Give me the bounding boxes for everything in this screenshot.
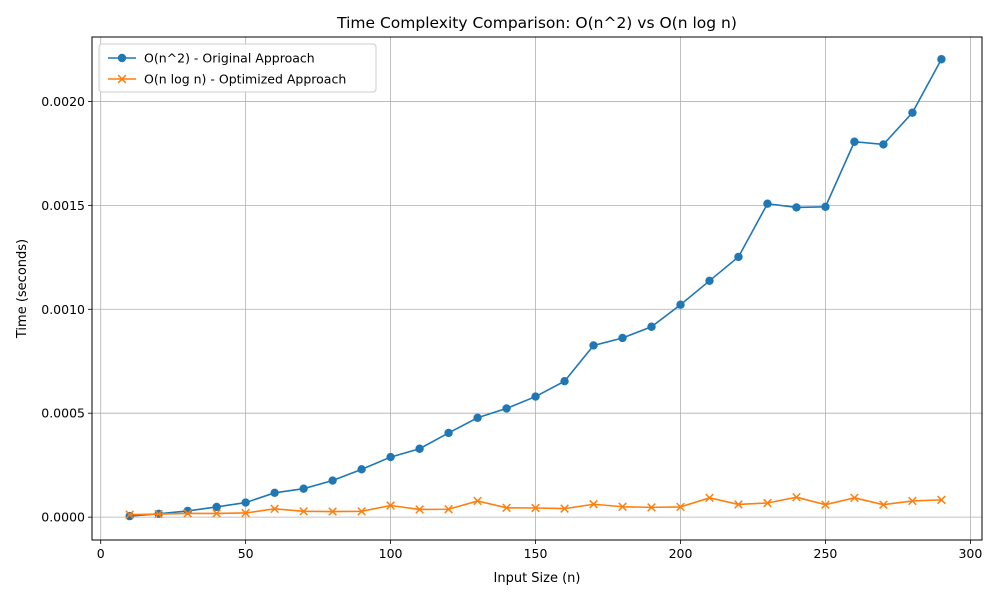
data-point xyxy=(908,496,917,506)
data-point xyxy=(328,507,337,516)
y-tick-label: 0.0000 xyxy=(41,510,85,525)
data-point xyxy=(734,252,743,262)
data-point xyxy=(241,498,250,507)
data-point xyxy=(908,108,917,117)
data-point xyxy=(879,500,888,509)
data-point xyxy=(270,488,279,498)
data-point xyxy=(357,506,366,516)
data-point xyxy=(415,444,424,453)
series-layer xyxy=(125,55,946,521)
data-point xyxy=(125,511,134,521)
data-point xyxy=(618,333,627,343)
data-point xyxy=(502,404,511,413)
data-point xyxy=(473,496,482,506)
data-point xyxy=(763,498,772,508)
data-point xyxy=(647,322,656,331)
x-tick-label: 200 xyxy=(669,546,693,561)
x-tick-label: 300 xyxy=(958,546,982,561)
data-point xyxy=(589,341,598,350)
data-point xyxy=(821,202,830,212)
legend-marker xyxy=(117,74,127,84)
x-tick-label: 100 xyxy=(379,546,403,561)
legend-box xyxy=(98,43,377,93)
y-tick-label: 0.0010 xyxy=(41,302,85,317)
y-tick-label: 0.0015 xyxy=(41,198,85,213)
x-tick-label: 250 xyxy=(814,546,838,561)
data-point xyxy=(705,276,714,286)
grid-lines xyxy=(92,37,982,540)
x-tick-label: 0 xyxy=(97,546,105,561)
legend-item: O(n log n) - Optimized Approach xyxy=(108,72,346,87)
data-point xyxy=(734,500,743,509)
data-point xyxy=(154,509,164,519)
data-point xyxy=(415,505,424,514)
data-point xyxy=(792,492,801,502)
legend-marker xyxy=(117,53,127,63)
data-point xyxy=(125,510,135,519)
data-point xyxy=(821,500,830,509)
x-axis-title: Input Size (n) xyxy=(494,571,581,586)
data-point xyxy=(444,504,453,514)
data-point xyxy=(937,495,946,505)
data-point xyxy=(241,508,250,518)
data-point xyxy=(531,503,540,513)
data-point xyxy=(676,300,685,309)
y-tick-label: 0.0005 xyxy=(41,406,85,421)
data-point xyxy=(589,499,598,509)
data-point xyxy=(357,465,366,474)
legend-label: O(n log n) - Optimized Approach xyxy=(144,72,346,87)
data-point xyxy=(473,413,482,422)
legend-label: O(n^2) - Original Approach xyxy=(144,51,315,66)
axis-ticks: 0 50 100 150 200 250 300 0.0000 0.0005 0.0010 0.00… xyxy=(41,94,982,561)
data-point xyxy=(850,493,859,503)
plot-area-frame xyxy=(91,36,983,541)
data-point xyxy=(937,55,946,64)
data-point xyxy=(560,504,569,513)
chart-title: Time Complexity Comparison: O(n^2) vs O(… xyxy=(336,14,737,32)
data-point xyxy=(299,506,308,516)
data-point xyxy=(676,502,685,512)
data-point xyxy=(531,392,540,401)
data-point xyxy=(444,428,453,438)
data-point xyxy=(386,501,395,510)
x-tick-label: 50 xyxy=(238,546,254,561)
data-point xyxy=(386,452,395,462)
data-point xyxy=(212,509,221,518)
data-point xyxy=(850,137,859,146)
x-tick-label: 150 xyxy=(524,546,548,561)
data-point xyxy=(618,502,627,512)
data-point xyxy=(212,502,221,512)
legend-item: O(n^2) - Original Approach xyxy=(108,51,315,66)
data-point xyxy=(183,509,192,518)
data-point xyxy=(705,493,714,503)
series-1 xyxy=(125,55,946,521)
series-2 xyxy=(125,492,946,519)
legend: O(n^2) - Original Approach O(n log n) - O… xyxy=(98,43,377,93)
data-point xyxy=(879,140,888,149)
data-point xyxy=(647,503,656,512)
data-point xyxy=(763,199,772,208)
y-axis-title: Time (seconds) xyxy=(15,239,30,339)
data-point xyxy=(792,203,801,212)
data-point xyxy=(328,476,337,485)
data-point xyxy=(502,503,511,513)
y-tick-label: 0.0020 xyxy=(41,94,85,109)
data-point xyxy=(560,377,569,386)
data-point xyxy=(270,504,279,514)
data-point xyxy=(299,484,308,493)
